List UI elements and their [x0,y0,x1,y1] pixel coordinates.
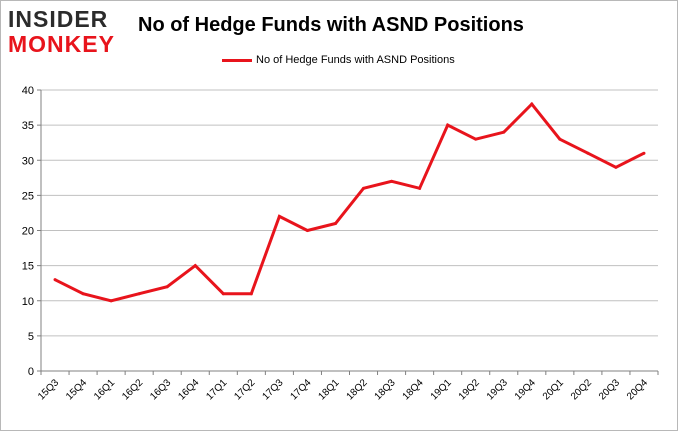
y-tick-label: 20 [22,226,34,238]
series-line [54,101,645,303]
logo-line-1: INSIDER [8,6,109,32]
x-tick-label: 16Q4 [176,377,201,402]
x-tick-label: 16Q2 [120,377,145,402]
data-point [333,221,337,225]
data-point [362,186,366,190]
legend-swatch [222,58,252,62]
legend-label: No of Hedge Funds with ASND Positions [256,54,455,66]
chart-legend: No of Hedge Funds with ASND Positions [222,54,455,66]
data-point [390,179,394,183]
y-tick-label: 15 [22,261,34,273]
y-tick-label: 25 [22,190,34,202]
x-tick-label: 18Q3 [373,377,398,402]
x-tick-label: 20Q4 [625,377,650,402]
chart-title: No of Hedge Funds with ASND Positions [138,14,524,36]
data-point [558,137,562,141]
y-tick-label: 10 [22,296,34,308]
y-tick-label: 40 [22,85,34,97]
data-point [614,165,618,169]
x-tick-label: 20Q2 [569,377,594,402]
data-point [221,292,225,296]
data-point [474,137,478,141]
data-point [193,264,197,268]
y-tick-label: 5 [28,331,34,343]
insider-monkey-logo: INSIDER MONKEY [8,8,115,56]
data-point [418,186,422,190]
x-tick-label: 18Q2 [345,377,370,402]
x-tick-label: 18Q1 [317,377,342,402]
x-tick-label: 18Q4 [401,377,426,402]
x-tick-label: 17Q4 [288,377,313,402]
data-point [81,292,85,296]
data-point [305,229,309,232]
data-point [277,214,281,218]
x-tick-label: 15Q3 [36,377,61,402]
data-point [642,151,646,155]
data-point [137,292,141,296]
data-point [109,299,113,303]
data-point [165,285,169,289]
x-tick-label: 19Q2 [457,377,482,402]
data-point [446,123,450,127]
x-tick-label: 19Q3 [485,377,510,402]
x-tick-label: 19Q1 [429,377,454,402]
x-tick-label: 17Q3 [260,377,285,402]
y-tick-label: 0 [28,366,34,378]
data-point [502,130,506,134]
x-tick-label: 15Q4 [64,377,89,402]
x-tick-label: 20Q3 [597,377,622,402]
data-point [586,151,590,155]
logo-line-2: MONKEY [8,31,115,57]
data-point [530,102,534,106]
x-tick-label: 20Q1 [541,377,566,402]
data-point [249,292,253,296]
x-tick-label: 17Q2 [232,377,257,402]
x-tick-label: 16Q3 [148,377,173,402]
x-tick-label: 17Q1 [204,377,229,402]
y-tick-label: 35 [22,120,34,132]
y-tick-label: 30 [22,155,34,167]
x-tick-label: 19Q4 [513,377,538,402]
data-point [53,278,57,282]
x-tick-label: 16Q1 [92,377,117,402]
